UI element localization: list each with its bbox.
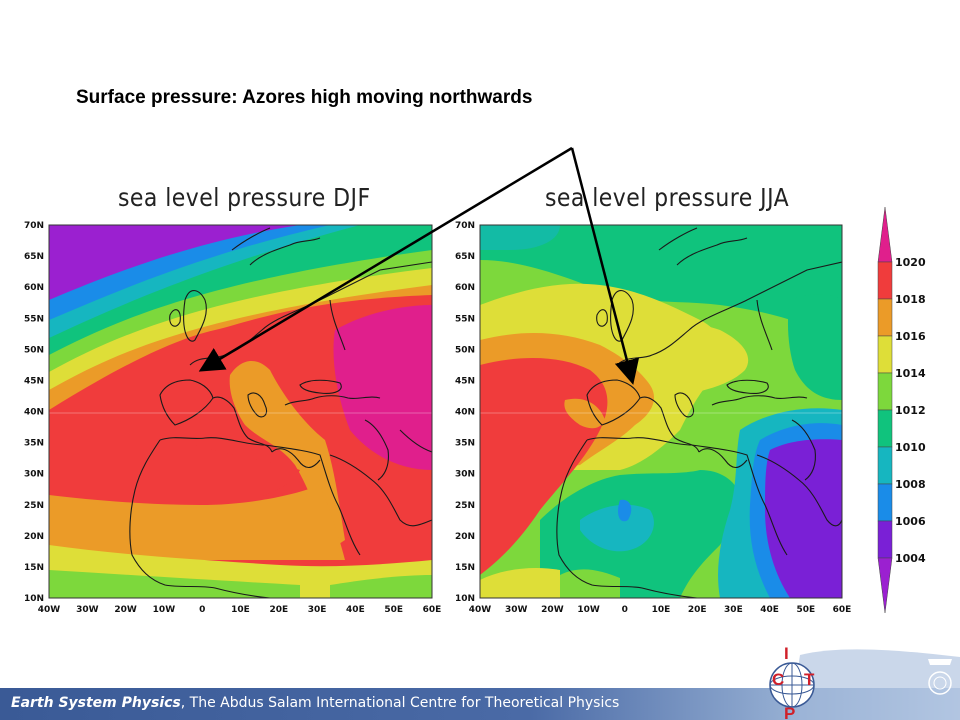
lat-label: 70N [24, 221, 44, 231]
lon-label: 20E [269, 605, 288, 615]
colorbar-segment [877, 409, 893, 448]
lat-label: 30N [24, 470, 44, 480]
colorbar-segment [877, 335, 893, 374]
map-jja [480, 225, 842, 598]
lon-label: 50E [796, 605, 815, 615]
pressure-maps: 70N65N60N55N50N45N40N35N30N25N20N15N10N4… [24, 146, 926, 615]
lat-label: 40N [24, 408, 44, 418]
ictp-logo: I C T P [769, 645, 960, 720]
lon-label: 40E [760, 605, 779, 615]
lat-label: 15N [455, 563, 475, 573]
colorbar-label: 1006 [895, 515, 926, 528]
colorbar-label: 1008 [895, 478, 926, 491]
lon-label: 30W [76, 605, 99, 615]
annotation-arrows [198, 146, 640, 385]
lat-label: 35N [455, 439, 475, 449]
lat-label: 10N [24, 594, 44, 604]
lon-label: 30E [308, 605, 327, 615]
lat-label: 50N [455, 345, 475, 355]
footer-text: Earth System Physics, The Abdus Salam In… [11, 695, 619, 711]
colorbar-label: 1012 [895, 404, 926, 417]
lon-label: 30W [505, 605, 528, 615]
lat-label: 15N [24, 563, 44, 573]
lat-label: 35N [24, 439, 44, 449]
lon-label: 10W [577, 605, 600, 615]
lon-label: 10E [231, 605, 250, 615]
colorbar-label: 1014 [895, 367, 926, 380]
map-djf [49, 225, 432, 598]
logo-letter-i: I [784, 645, 789, 663]
lat-label: 40N [455, 408, 475, 418]
colorbar-segment [877, 483, 893, 522]
lon-label: 0 [199, 605, 205, 615]
lon-label: 40W [38, 605, 61, 615]
logo-letter-c: C [772, 670, 784, 689]
lon-label: 40W [469, 605, 492, 615]
colorbar: 1020 1018 1016 1014 1012 1010 1008 1006 1004 [877, 206, 926, 614]
lat-label: 60N [455, 283, 475, 293]
colorbar-segment [877, 520, 893, 559]
lat-label: 25N [455, 501, 475, 511]
lat-label: 60N [24, 283, 44, 293]
lon-label: 10W [153, 605, 176, 615]
lon-label: 20W [114, 605, 137, 615]
logo-letter-t: T [804, 670, 815, 689]
lat-label: 65N [455, 252, 475, 262]
lon-label: 20E [688, 605, 707, 615]
footer-rest: , The Abdus Salam International Centre f… [180, 695, 620, 711]
colorbar-segment [877, 206, 893, 263]
lat-label: 25N [24, 501, 44, 511]
lat-label: 70N [455, 221, 475, 231]
footer-italic: Earth System Physics [11, 695, 181, 711]
logo-letter-p: P [784, 704, 795, 720]
slide-title: Surface pressure: Azores high moving nor… [76, 87, 533, 108]
lat-label: 50N [24, 345, 44, 355]
colorbar-label: 1010 [895, 441, 926, 454]
lat-label: 65N [24, 252, 44, 262]
lon-label: 50E [384, 605, 403, 615]
lat-label: 45N [455, 376, 475, 386]
colorbar-label: 1018 [895, 293, 926, 306]
lon-label: 30E [724, 605, 743, 615]
lat-label: 20N [455, 532, 475, 542]
colorbar-segment [877, 261, 893, 300]
colorbar-label: 1020 [895, 256, 926, 269]
colorbar-segment [877, 446, 893, 485]
lat-label: 30N [455, 470, 475, 480]
colorbar-segment [877, 298, 893, 337]
lon-label: 60E [833, 605, 852, 615]
lat-label: 55N [24, 314, 44, 324]
lat-label: 20N [24, 532, 44, 542]
colorbar-label: 1004 [895, 552, 926, 565]
colorbar-segment [877, 557, 893, 614]
lat-label: 55N [455, 314, 475, 324]
lon-label: 20W [541, 605, 564, 615]
colorbar-label: 1016 [895, 330, 926, 343]
lon-label: 0 [622, 605, 628, 615]
colorbar-segment [877, 372, 893, 411]
lon-label: 60E [423, 605, 442, 615]
lat-label: 10N [455, 594, 475, 604]
lon-label: 40E [346, 605, 365, 615]
panel-title-djf: sea level pressure DJF [118, 183, 371, 212]
lon-label: 10E [652, 605, 671, 615]
lat-label: 45N [24, 376, 44, 386]
